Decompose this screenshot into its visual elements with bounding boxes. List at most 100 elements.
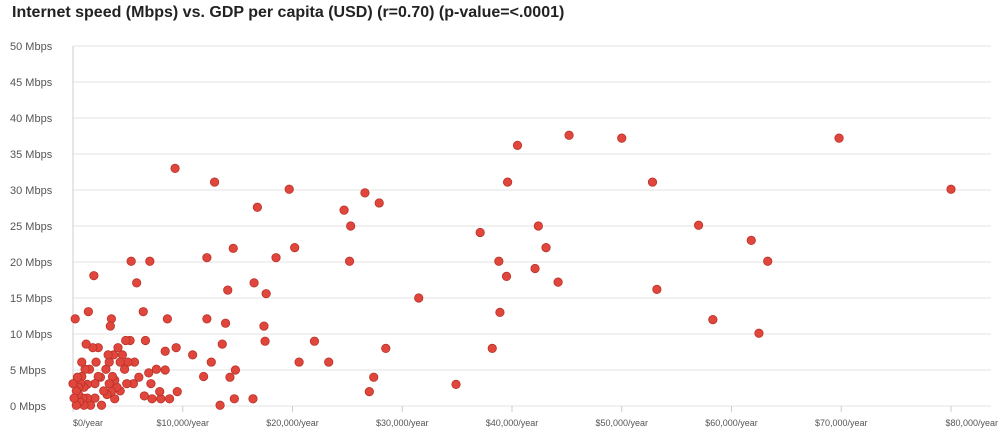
data-point[interactable] [105, 321, 115, 331]
data-point[interactable] [364, 386, 374, 397]
data-point[interactable] [90, 379, 100, 389]
data-point[interactable] [501, 271, 512, 281]
data-point[interactable] [503, 177, 513, 187]
data-point[interactable] [553, 277, 563, 287]
data-point[interactable] [541, 243, 551, 253]
data-point[interactable] [252, 202, 262, 212]
data-point[interactable] [647, 177, 658, 187]
data-point[interactable] [309, 336, 320, 346]
data-point[interactable] [230, 365, 241, 375]
data-point[interactable] [533, 221, 543, 231]
data-point[interactable] [693, 220, 704, 230]
data-point[interactable] [260, 336, 270, 346]
data-point[interactable] [261, 289, 271, 299]
data-point[interactable] [617, 133, 627, 143]
data-point[interactable] [360, 188, 370, 198]
data-point[interactable] [946, 184, 956, 194]
data-point[interactable] [72, 372, 82, 382]
data-point[interactable] [172, 386, 182, 397]
data-point[interactable] [160, 365, 170, 375]
data-point[interactable] [220, 318, 231, 328]
data-point[interactable] [81, 339, 91, 349]
data-point[interactable] [708, 314, 718, 325]
data-point[interactable] [89, 271, 99, 281]
data-point[interactable] [134, 372, 144, 382]
data-point[interactable] [91, 357, 101, 367]
data-point[interactable] [68, 379, 78, 389]
data-point[interactable] [834, 133, 844, 143]
data-point[interactable] [228, 243, 238, 253]
data-point[interactable] [746, 235, 756, 245]
data-point[interactable] [530, 263, 540, 274]
data-point[interactable] [512, 140, 523, 150]
data-point[interactable] [162, 314, 172, 324]
data-point[interactable] [188, 350, 198, 360]
data-point[interactable] [225, 372, 235, 382]
data-point[interactable] [249, 278, 259, 288]
data-point[interactable] [144, 368, 154, 378]
data-point[interactable] [763, 256, 773, 266]
data-point[interactable] [122, 379, 132, 389]
data-point[interactable] [652, 284, 662, 294]
data-point[interactable] [475, 227, 485, 238]
data-point[interactable] [160, 346, 170, 356]
data-point[interactable] [126, 256, 136, 266]
data-point[interactable] [147, 394, 157, 404]
data-point[interactable] [564, 130, 574, 140]
data-point[interactable] [487, 343, 497, 353]
data-point[interactable] [223, 285, 233, 295]
data-point[interactable] [115, 357, 125, 367]
data-point[interactable] [113, 343, 123, 353]
data-point[interactable] [96, 400, 107, 410]
data-point[interactable] [346, 221, 356, 231]
data-point[interactable] [259, 321, 269, 331]
data-point[interactable] [103, 350, 113, 360]
data-point[interactable] [202, 314, 212, 324]
data-point[interactable] [146, 379, 156, 389]
data-point[interactable] [495, 307, 505, 317]
data-point[interactable] [145, 256, 155, 266]
data-point[interactable] [138, 307, 148, 317]
data-point[interactable] [414, 293, 424, 303]
data-point[interactable] [294, 357, 304, 367]
data-point[interactable] [339, 205, 349, 215]
data-point[interactable] [83, 307, 93, 317]
data-point[interactable] [754, 328, 764, 338]
data-point[interactable] [132, 278, 142, 288]
data-point[interactable] [99, 386, 109, 396]
data-point[interactable] [381, 343, 391, 353]
data-point[interactable] [284, 184, 294, 194]
data-point[interactable] [171, 343, 181, 353]
data-point[interactable] [170, 163, 180, 173]
data-point[interactable] [290, 243, 300, 253]
data-point[interactable] [101, 364, 111, 374]
data-point[interactable] [248, 394, 258, 404]
data-point[interactable] [69, 393, 79, 403]
data-point[interactable] [104, 379, 114, 389]
data-point[interactable] [139, 391, 149, 401]
data-point[interactable] [202, 253, 212, 263]
x-tick-label: $70,000/year [815, 418, 868, 428]
data-point[interactable] [271, 253, 281, 263]
data-point[interactable] [344, 256, 355, 266]
data-point[interactable] [451, 379, 461, 389]
data-point[interactable] [374, 198, 384, 208]
data-point[interactable] [494, 256, 504, 266]
data-point[interactable] [70, 314, 80, 324]
data-point[interactable] [140, 335, 151, 346]
data-point[interactable] [155, 386, 165, 397]
data-point[interactable] [217, 339, 227, 349]
data-point[interactable] [119, 364, 130, 374]
data-point[interactable] [164, 394, 175, 404]
x-tick-label: $20,000/year [266, 418, 319, 428]
data-point[interactable] [121, 335, 131, 346]
data-point[interactable] [209, 177, 220, 187]
data-point[interactable] [206, 357, 216, 367]
data-point[interactable] [199, 371, 209, 382]
data-point[interactable] [151, 364, 162, 374]
data-point[interactable] [324, 357, 334, 367]
data-point[interactable] [229, 394, 239, 404]
data-point[interactable] [215, 400, 225, 410]
data-point[interactable] [369, 372, 379, 382]
data-point[interactable] [77, 357, 87, 367]
